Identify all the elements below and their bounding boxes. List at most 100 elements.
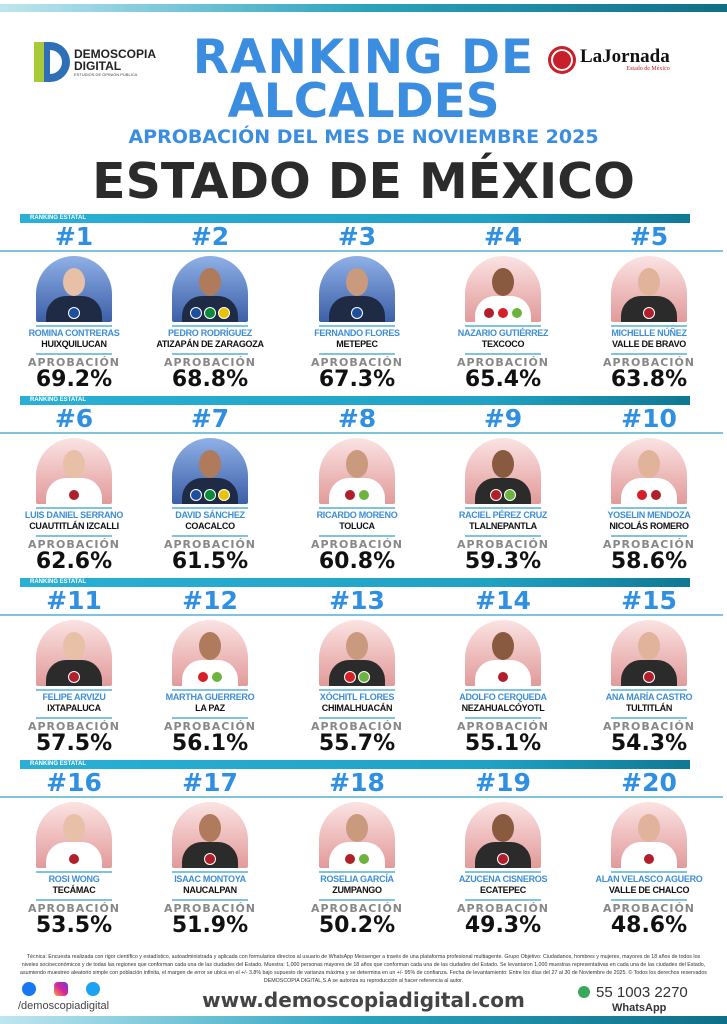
divider [575, 614, 723, 616]
partner-name: LaJornada [580, 46, 670, 67]
rank-number: #18 [329, 768, 385, 797]
rank-number: #17 [182, 768, 238, 797]
divider [36, 325, 112, 327]
brand-tagline: ESTUDIOS DE OPINIÓN PÚBLICA [74, 71, 138, 77]
demoscopia-logo: DEMOSCOPIA DIGITAL ESTUDIOS DE OPINIÓN P… [30, 42, 156, 82]
rank-number: #14 [475, 586, 531, 615]
mayor-name: MICHELLE NÚÑEZ [611, 328, 687, 338]
divider [611, 689, 687, 691]
divider [36, 689, 112, 691]
body-shape [182, 660, 238, 686]
divider [575, 250, 723, 252]
mayor-photo [172, 438, 248, 504]
pan-party-icon [351, 307, 363, 319]
morena-party-icon [68, 671, 80, 683]
whatsapp-contact[interactable]: 55 1003 2270 [578, 984, 688, 1001]
municipality: COACALCO [185, 521, 235, 531]
divider [283, 250, 431, 252]
mayor-photo [611, 256, 687, 322]
morena-party-icon [344, 489, 356, 501]
mayor-name: ADOLFO CERQUEDA [459, 692, 547, 702]
divider [611, 507, 687, 509]
divider [136, 250, 284, 252]
head-shape [638, 632, 660, 660]
party-badges [319, 671, 395, 683]
approval-value: 58.6% [610, 549, 688, 574]
social-handle[interactable]: /demoscopiadigital [18, 1000, 110, 1012]
divider [283, 796, 431, 798]
mayor-photo [465, 802, 541, 868]
mayor-photo [319, 620, 395, 686]
pan-party-icon [68, 307, 80, 319]
party-badges [611, 671, 687, 683]
mayor-photo [319, 438, 395, 504]
divider [172, 717, 248, 719]
morena-party-icon [643, 307, 655, 319]
approval-label: APROBACIÓN [602, 356, 696, 369]
body-shape [621, 478, 677, 504]
divider [611, 899, 687, 901]
mayor-photo [465, 438, 541, 504]
approval-value: 69.2% [35, 367, 113, 392]
approval-value: 59.3% [464, 549, 542, 574]
mayor-name: LUIS DANIEL SERRANO [24, 510, 124, 520]
brand-line2: DIGITAL [74, 58, 122, 73]
mayor-photo [611, 620, 687, 686]
head-shape [199, 450, 221, 478]
rank-number: #9 [483, 404, 523, 433]
municipality: ATIZAPÁN DE ZARAGOZA [156, 339, 264, 349]
methodology-note: Técnica: Encuesta realizada con rigor ci… [20, 954, 707, 984]
divider [36, 717, 112, 719]
mayor-photo [611, 438, 687, 504]
title-line1: RANKING DE [192, 30, 535, 85]
morena-party-icon [497, 671, 509, 683]
mayor-card: #14 ADOLFO CERQUEDA NEZAHUALCÓYOTL APROB… [429, 586, 577, 755]
mayor-photo [319, 802, 395, 868]
approval-label: APROBACIÓN [456, 902, 550, 915]
municipality: TLALNEPANTLA [469, 521, 537, 531]
mayor-name: FELIPE ARVIZU [42, 692, 106, 702]
instagram-icon[interactable] [54, 982, 68, 996]
body-shape [329, 842, 385, 868]
divider [611, 717, 687, 719]
mayor-card: #2 PEDRO RODRÍGUEZ ATIZAPÁN DE ZARAGOZA … [136, 224, 284, 391]
facebook-icon[interactable] [22, 982, 36, 996]
party-badges [172, 853, 248, 865]
rank-number: #4 [483, 222, 523, 251]
approval-label: APROBACIÓN [602, 720, 696, 733]
municipality: NICOLÁS ROMERO [609, 521, 689, 531]
section-bar-ranking-estatal: RANKING ESTATAL [20, 214, 690, 223]
party-badges [36, 671, 112, 683]
morena-party-icon [650, 489, 662, 501]
divider [465, 325, 541, 327]
approval-value: 50.2% [318, 913, 396, 938]
twitter-icon[interactable] [86, 982, 100, 996]
pt-party-icon [197, 671, 209, 683]
municipality: METEPEC [336, 339, 378, 349]
approval-label: APROBACIÓN [310, 902, 404, 915]
head-shape [63, 268, 85, 296]
divider [172, 507, 248, 509]
divider [465, 871, 541, 873]
approval-value: 53.5% [35, 913, 113, 938]
party-badges [465, 307, 541, 319]
head-shape [492, 268, 514, 296]
mayor-name: ROSI WONG [48, 874, 100, 884]
whatsapp-label: WhatsApp [612, 1002, 667, 1014]
divider [611, 871, 687, 873]
head-shape [638, 268, 660, 296]
approval-label: APROBACIÓN [456, 356, 550, 369]
title-line2: ALCALDES [227, 74, 500, 129]
mayor-card: #11 FELIPE ARVIZU IXTAPALUCA APROBACIÓN … [0, 588, 148, 755]
divider [36, 507, 112, 509]
head-shape [638, 814, 660, 842]
divider [611, 535, 687, 537]
website-link[interactable]: www.demoscopiadigital.com [202, 988, 525, 1012]
approval-label: APROBACIÓN [310, 356, 404, 369]
divider [319, 717, 395, 719]
state-title: ESTADO DE MÉXICO [92, 153, 635, 210]
divider [0, 796, 148, 798]
pt-party-icon [497, 307, 509, 319]
body-shape [329, 660, 385, 686]
head-shape [346, 632, 368, 660]
